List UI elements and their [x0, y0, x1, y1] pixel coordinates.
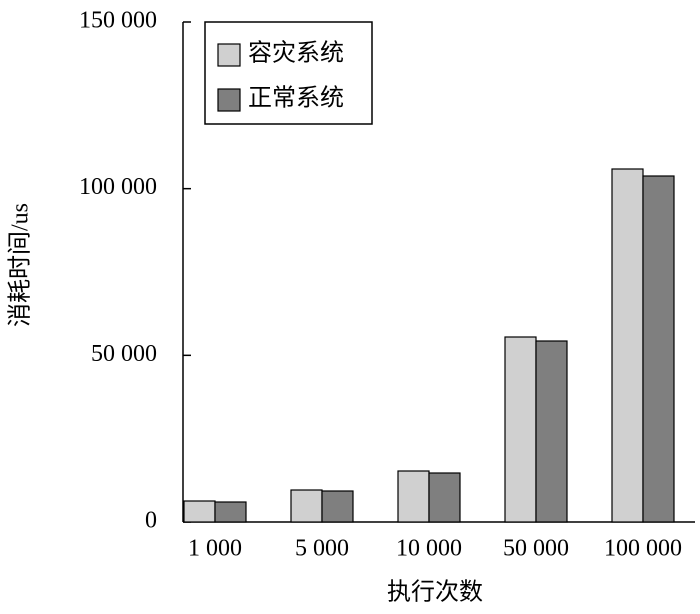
bar [214, 501, 247, 523]
y-tick-label: 0 [145, 508, 157, 534]
y-tick-label: 100 000 [79, 174, 157, 200]
x-tick-label: 50 000 [503, 536, 569, 562]
bar [428, 472, 461, 523]
bar [397, 470, 430, 523]
bar [183, 500, 216, 523]
y-tick-label: 150 000 [79, 8, 157, 34]
x-tick-label: 5 000 [295, 536, 349, 562]
legend-label: 正常系统 [248, 85, 344, 112]
x-tick-label: 10 000 [396, 536, 462, 562]
x-tick-label: 1 000 [188, 536, 242, 562]
bar [642, 175, 675, 523]
legend-label: 容灾系统 [248, 40, 344, 67]
bar [290, 489, 323, 523]
legend-swatch [217, 88, 241, 112]
x-axis-label: 执行次数 [387, 579, 483, 606]
bar [611, 168, 644, 523]
bar [535, 340, 568, 523]
bar [321, 490, 354, 523]
bar [504, 336, 537, 523]
x-tick-label: 100 000 [604, 536, 682, 562]
y-axis-label: 消耗时间/us [7, 203, 34, 327]
y-tick-label: 50 000 [91, 341, 157, 367]
legend-swatch [217, 43, 241, 67]
